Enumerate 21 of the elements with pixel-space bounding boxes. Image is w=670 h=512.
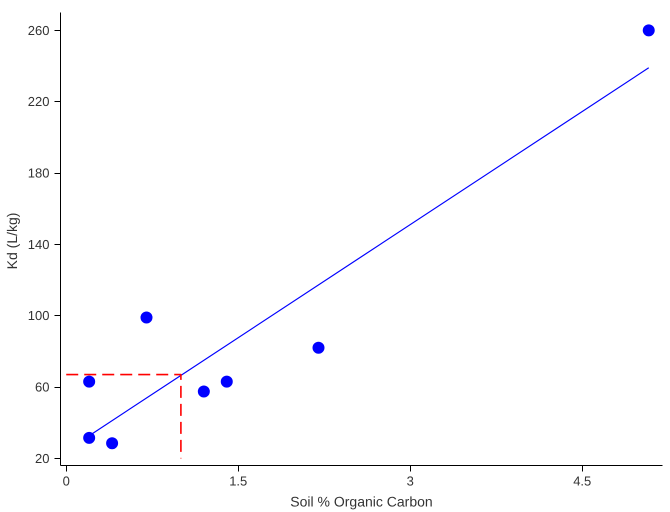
point <box>83 432 96 444</box>
point <box>83 376 96 388</box>
x-tick-label: 3 <box>406 474 414 488</box>
x-tick-label: 1.5 <box>229 474 248 488</box>
y-tick-label: 100 <box>28 308 50 324</box>
x-tick-label: 0 <box>62 474 70 488</box>
point <box>220 376 233 388</box>
y-tick-label: 260 <box>28 22 50 38</box>
point <box>198 385 210 398</box>
x-axis-title: Soil % Organic Carbon <box>290 494 433 510</box>
point <box>312 342 324 354</box>
point <box>140 311 152 324</box>
y-tick-label: 140 <box>28 236 50 252</box>
point <box>642 24 655 36</box>
y-tick-label: 60 <box>35 380 50 395</box>
y-tick-label: 20 <box>35 450 50 466</box>
y-tick-label: 180 <box>28 166 50 181</box>
y-axis-title: Kd (L/kg) <box>4 212 20 270</box>
y-tick-label: 220 <box>28 94 50 110</box>
point <box>106 437 118 450</box>
x-tick-label: 4.5 <box>573 474 592 488</box>
